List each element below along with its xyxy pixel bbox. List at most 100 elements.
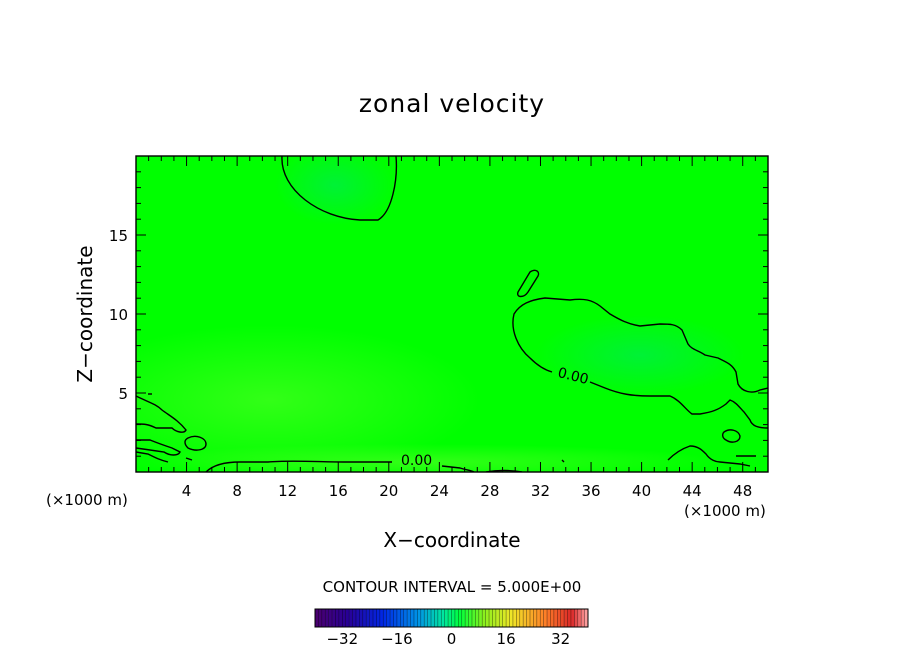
colorbar-swatch — [427, 609, 432, 627]
colorbar-swatch — [560, 609, 565, 627]
colorbar-swatch — [475, 609, 479, 627]
colorbar-swatch — [506, 609, 510, 627]
x-axis-ticks: 4 8 12 16 20 24 28 32 36 40 44 48 — [148, 156, 756, 500]
colorbar-swatch — [492, 609, 497, 627]
colorbar-swatch — [454, 609, 459, 627]
colorbar-swatch — [465, 609, 469, 627]
colorbar-swatch — [345, 609, 350, 627]
colorbar-swatch — [523, 609, 527, 627]
colorbar-swatch — [581, 609, 585, 627]
colorbar-swatch — [379, 609, 384, 627]
plot-area — [136, 156, 768, 472]
x-axis-label: X−coordinate — [383, 528, 520, 552]
colorbar-swatch — [369, 609, 374, 627]
x-tick-label: 24 — [430, 482, 449, 500]
x-tick-label: 4 — [182, 482, 192, 500]
colorbar-swatch — [482, 609, 486, 627]
chart-title: zonal velocity — [359, 89, 545, 118]
colorbar-swatch — [417, 609, 421, 627]
colorbar-swatch — [366, 609, 370, 627]
colorbar-swatch — [502, 609, 507, 627]
colorbar-swatch — [321, 609, 326, 627]
colorbar-swatch — [557, 609, 561, 627]
x-tick-label: 8 — [232, 482, 242, 500]
colorbar-swatch — [485, 609, 490, 627]
colorbar-swatch — [335, 609, 340, 627]
colorbar-swatch — [461, 609, 466, 627]
colorbar-tick-label: −16 — [381, 630, 413, 648]
colorbar-swatch — [431, 609, 435, 627]
contour-left-edge-1 — [136, 395, 187, 433]
colorbar-swatch — [577, 609, 582, 627]
colorbar-swatch — [325, 609, 329, 627]
colorbar-swatch — [400, 609, 404, 627]
colorbar-swatch — [444, 609, 449, 627]
colorbar-swatch — [458, 609, 462, 627]
colorbar-swatch — [471, 609, 476, 627]
contour-small-loop-left — [184, 435, 207, 451]
colorbar — [314, 608, 589, 628]
colorbar-swatch — [567, 609, 572, 627]
contour-right-lower-loop — [667, 445, 751, 467]
colorbar-swatch — [413, 609, 418, 627]
colorbar-swatch — [441, 609, 445, 627]
contour-label: 0.00 — [401, 453, 432, 469]
y-tick-label: 5 — [118, 385, 128, 403]
colorbar-swatch — [396, 609, 401, 627]
colorbar-swatch — [478, 609, 483, 627]
field-shade-warm-lower-left — [136, 325, 480, 472]
contour-right-region — [512, 297, 768, 429]
colorbar-swatch — [376, 609, 381, 627]
colorbar-swatch — [584, 609, 589, 627]
y-axis-ticks: 5 10 15 — [109, 171, 768, 457]
colorbar-swatch — [390, 609, 394, 627]
colorbar-swatch — [410, 609, 415, 627]
colorbar-swatch — [359, 609, 363, 627]
colorbar-swatch — [570, 609, 575, 627]
x-axis-unit-left: (×1000 m) — [46, 491, 128, 509]
x-axis-unit-right: (×1000 m) — [684, 502, 766, 520]
x-tick-label: 40 — [632, 482, 651, 500]
field-shade-cool-top — [275, 156, 395, 225]
contour-labels: 0.00 0.00 — [401, 365, 590, 469]
colorbar-swatch — [468, 609, 473, 627]
colorbar-swatch — [328, 609, 333, 627]
colorbar-tick-labels: −32 −16 0 16 32 — [326, 630, 570, 648]
contour-small-loop-upper — [516, 269, 540, 298]
colorbar-swatch — [315, 609, 319, 627]
contour-small-loop-right — [721, 429, 741, 443]
colorbar-swatch — [489, 609, 493, 627]
colorbar-tick-label: −32 — [326, 630, 358, 648]
y-tick-label: 15 — [109, 227, 128, 245]
colorbar-frame — [314, 608, 589, 628]
contour-label: 0.00 — [556, 365, 590, 388]
contour-left-edge-3 — [136, 451, 169, 463]
colorbar-tick-label: 16 — [497, 630, 516, 648]
colorbar-swatch — [547, 609, 551, 627]
x-tick-label: 28 — [480, 482, 499, 500]
x-tick-label: 12 — [278, 482, 297, 500]
colorbar-swatch — [550, 609, 555, 627]
colorbar-swatch — [512, 609, 517, 627]
colorbar-tick-label: 32 — [551, 630, 570, 648]
colorbar-swatch — [338, 609, 343, 627]
colorbar-swatch — [407, 609, 411, 627]
colorbar-swatch — [362, 609, 367, 627]
field-shade-warm-bottom — [136, 444, 720, 472]
colorbar-swatch — [383, 609, 387, 627]
colorbar-swatch — [533, 609, 538, 627]
colorbar-swatch — [373, 609, 377, 627]
colorbar-swatch — [540, 609, 544, 627]
colorbar-swatch — [352, 609, 357, 627]
colorbar-swatch — [553, 609, 558, 627]
contour-interval-label: CONTOUR INTERVAL = 5.000E+00 — [323, 578, 582, 596]
colorbar-swatch — [420, 609, 425, 627]
colorbar-tick-label: 0 — [447, 630, 457, 648]
x-tick-label: 36 — [581, 482, 600, 500]
colorbar-swatch — [403, 609, 408, 627]
colorbar-swatch — [342, 609, 346, 627]
colorbar-swatch — [318, 609, 323, 627]
colorbar-swatch — [536, 609, 541, 627]
colorbar-swatch — [495, 609, 500, 627]
